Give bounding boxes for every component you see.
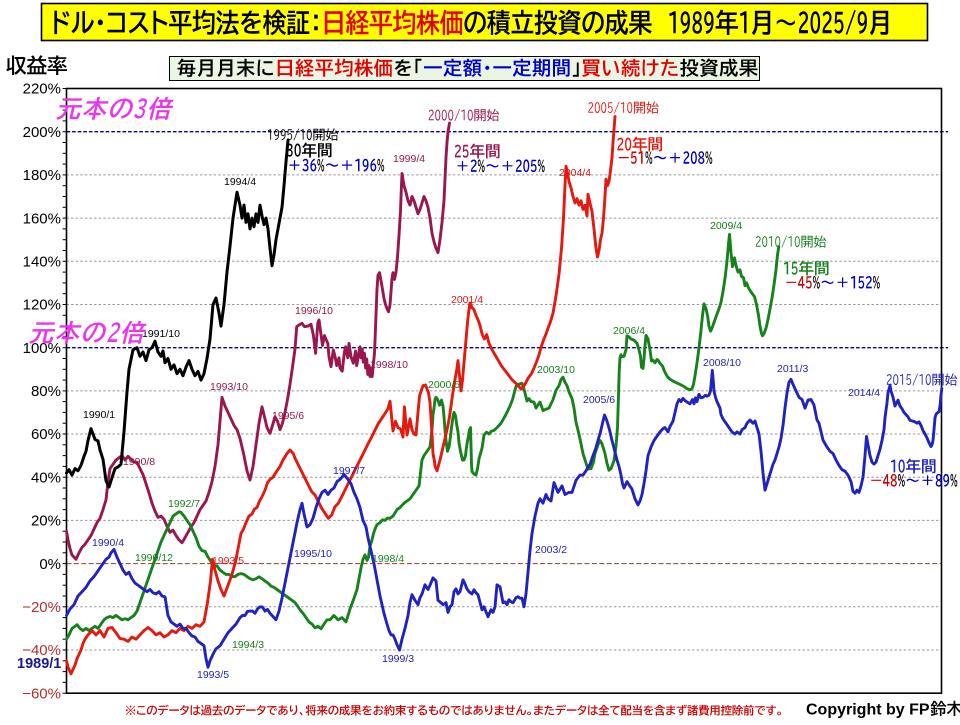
svg-text:Copyright by FP: Copyright by FP: [806, 702, 930, 719]
svg-text:2000/5: 2000/5: [428, 379, 460, 391]
svg-text:2006/4: 2006/4: [613, 325, 645, 337]
svg-text:1999/4: 1999/4: [393, 153, 425, 165]
svg-text:1990/8: 1990/8: [123, 456, 155, 468]
svg-text:1994/4: 1994/4: [224, 176, 256, 188]
svg-text:140%: 140%: [23, 254, 61, 271]
svg-text:80%: 80%: [31, 383, 61, 400]
svg-text:1991/10: 1991/10: [142, 328, 180, 340]
svg-text:2009/4: 2009/4: [710, 220, 742, 232]
svg-text:1993/5: 1993/5: [197, 669, 229, 681]
svg-text:220%: 220%: [23, 81, 61, 98]
svg-text:100%: 100%: [23, 340, 61, 357]
svg-text:−60%: −60%: [22, 685, 61, 702]
svg-text:1992/7: 1992/7: [168, 498, 200, 510]
svg-text:1994/3: 1994/3: [232, 639, 264, 651]
svg-text:1990/4: 1990/4: [92, 537, 124, 549]
svg-text:1993/10: 1993/10: [210, 381, 248, 393]
svg-text:1998/4: 1998/4: [372, 553, 404, 565]
svg-text:40%: 40%: [31, 469, 61, 486]
svg-text:200%: 200%: [23, 124, 61, 141]
svg-text:1997/7: 1997/7: [333, 465, 365, 477]
svg-text:2003/2: 2003/2: [535, 544, 567, 556]
svg-text:−40%: −40%: [22, 642, 61, 659]
svg-text:20%: 20%: [31, 513, 61, 530]
svg-text:2014/4: 2014/4: [848, 387, 880, 399]
svg-text:160%: 160%: [23, 210, 61, 227]
svg-text:180%: 180%: [23, 167, 61, 184]
svg-text:1993/5: 1993/5: [212, 555, 244, 567]
svg-text:2011/3: 2011/3: [777, 363, 808, 375]
svg-text:2001/4: 2001/4: [451, 294, 483, 306]
svg-text:1998/10: 1998/10: [370, 359, 408, 371]
svg-text:60%: 60%: [31, 426, 61, 443]
svg-text:2005/6: 2005/6: [583, 394, 615, 406]
svg-text:1989/1: 1989/1: [17, 656, 61, 672]
svg-text:1995/10: 1995/10: [294, 548, 332, 560]
svg-text:−20%: −20%: [22, 599, 61, 616]
svg-text:1990/1: 1990/1: [83, 409, 115, 421]
svg-text:1996/10: 1996/10: [295, 305, 333, 317]
svg-text:2003/10: 2003/10: [537, 364, 575, 376]
svg-text:0%: 0%: [39, 556, 61, 573]
svg-text:1995/6: 1995/6: [272, 410, 304, 422]
svg-text:120%: 120%: [23, 297, 61, 314]
svg-text:2008/10: 2008/10: [703, 357, 741, 369]
svg-text:1990/12: 1990/12: [135, 552, 173, 564]
svg-text:2004/4: 2004/4: [559, 167, 591, 179]
svg-text:1999/3: 1999/3: [382, 653, 414, 665]
